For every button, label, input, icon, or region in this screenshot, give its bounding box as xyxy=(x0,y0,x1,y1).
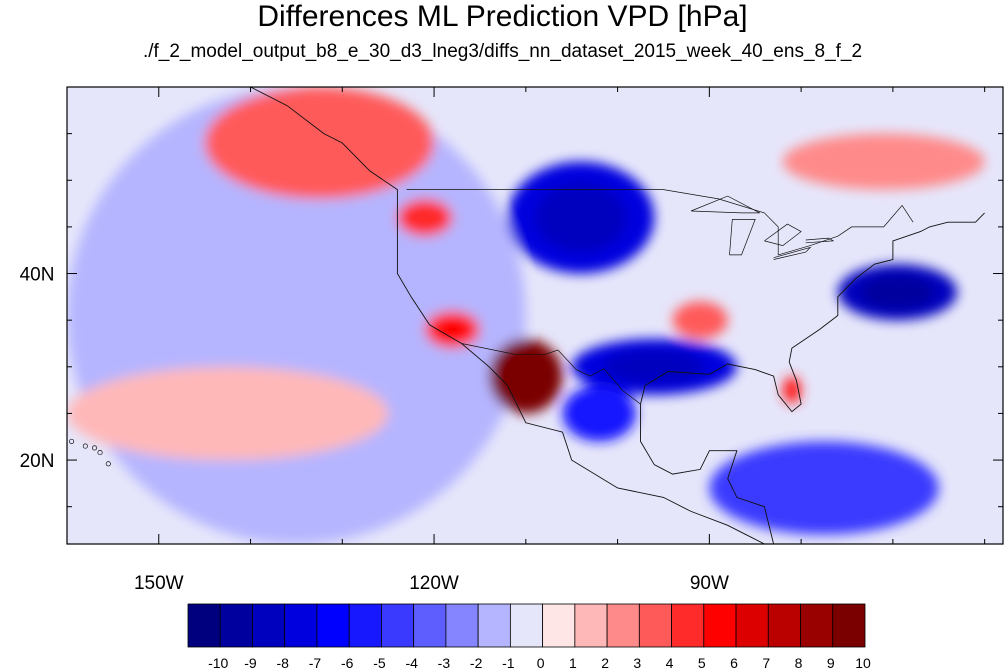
colorbar-swatch xyxy=(542,603,576,648)
x-tick-label: 120W xyxy=(409,573,459,594)
colorbar-swatch xyxy=(284,603,318,648)
colorbar-label: 2 xyxy=(601,655,609,671)
plot-frame xyxy=(66,86,1004,545)
heatmap-field xyxy=(67,87,1003,544)
hawaii-island xyxy=(69,438,75,444)
colorbar-swatch xyxy=(316,603,350,648)
hawaii-island xyxy=(97,450,103,456)
colorbar-swatch xyxy=(381,603,415,648)
y-tick-label: 20N xyxy=(20,451,55,472)
field-region-alaska-coast-positive xyxy=(204,87,435,199)
great-lake-outline xyxy=(773,246,812,260)
colorbar-swatch xyxy=(219,603,253,648)
chart-subtitle: ./f_2_model_output_b8_e_30_d3_lneg3/diff… xyxy=(142,41,863,62)
colorbar-label: -4 xyxy=(405,655,418,671)
coastline-layer xyxy=(69,87,985,544)
us-mexico-border xyxy=(461,343,641,405)
colorbar-label: -3 xyxy=(438,655,451,671)
colorbar-label: -7 xyxy=(309,655,322,671)
colorbar-label: 8 xyxy=(795,655,803,671)
colorbar: -10 -9 -8 -7 -6 -5 -4 -3 -2 -1 0 1 2 3 4 5 6 7 8 9 10 xyxy=(187,603,871,671)
colorbar-swatch xyxy=(187,603,221,648)
colorbar-swatch xyxy=(574,603,608,648)
colorbar-swatch xyxy=(703,603,737,648)
colorbar-swatch xyxy=(638,603,672,648)
colorbar-swatch xyxy=(348,603,382,648)
great-lake-outline xyxy=(729,219,756,256)
field-core-texas-negative xyxy=(602,349,706,385)
colorbar-label: 9 xyxy=(827,655,835,671)
field-core-mexico-negative xyxy=(576,395,623,431)
colorbar-swatch xyxy=(413,603,447,648)
us-canada-border xyxy=(406,189,914,256)
x-tick-label: 90W xyxy=(690,573,729,594)
colorbar-swatch xyxy=(735,603,769,648)
colorbar-label: 3 xyxy=(633,655,641,671)
colorbar-label: 1 xyxy=(569,655,577,671)
hawaii-island xyxy=(82,443,88,449)
colorbar-label: -5 xyxy=(373,655,386,671)
colorbar-label: 0 xyxy=(537,655,545,671)
field-core-florida-positive xyxy=(786,381,798,399)
chart-title: Differences ML Prediction VPD [hPa] xyxy=(257,0,748,33)
colorbar-label: -9 xyxy=(244,655,257,671)
colorbar-label: 10 xyxy=(855,655,871,671)
colorbar-label: -10 xyxy=(208,655,228,671)
great-lake-outline xyxy=(805,237,835,244)
field-core-midwest-positive xyxy=(682,308,718,332)
hawaii-island xyxy=(91,445,98,451)
colorbar-swatch xyxy=(606,603,640,648)
colorbar-label: -1 xyxy=(502,655,515,671)
colorbar-label: 7 xyxy=(762,655,770,671)
colorbar-swatch xyxy=(252,603,286,648)
axis-ticks: 150W 120W 90W 40N 20N xyxy=(20,86,1003,594)
field-region-canada-east-positive xyxy=(782,133,985,190)
colorbar-swatch xyxy=(477,603,511,648)
great-lake-outline xyxy=(764,223,802,246)
colorbar-label: 4 xyxy=(666,655,674,671)
great-lake-outline xyxy=(690,195,760,214)
field-core-caribbean-negative xyxy=(752,458,896,518)
colorbar-swatch xyxy=(832,603,866,648)
colorbar-label: -2 xyxy=(470,655,483,671)
y-tick-label: 40N xyxy=(20,265,55,286)
colorbar-swatch xyxy=(800,603,834,648)
colorbar-label: 6 xyxy=(730,655,738,671)
colorbar-label: 5 xyxy=(698,655,706,671)
field-core-california-coast-positive xyxy=(435,317,470,342)
colorbar-swatch xyxy=(671,603,705,648)
colorbar-label: -8 xyxy=(276,655,289,671)
field-core-pnw-positive xyxy=(407,205,443,230)
colorbar-swatch xyxy=(445,603,479,648)
field-core-atlantic-negative xyxy=(860,274,935,310)
colorbar-swatch xyxy=(509,603,544,648)
atlantic-gulf-coastline xyxy=(640,212,985,544)
field-region-subtropical-pacific-positive xyxy=(67,366,389,461)
colorbar-label: -6 xyxy=(341,655,354,671)
colorbar-swatch xyxy=(767,603,801,648)
field-core-northern-plains-negative xyxy=(535,182,627,253)
hawaii-island xyxy=(105,461,111,467)
field-core-southwest-positive xyxy=(502,352,549,400)
x-tick-label: 150W xyxy=(134,573,184,594)
